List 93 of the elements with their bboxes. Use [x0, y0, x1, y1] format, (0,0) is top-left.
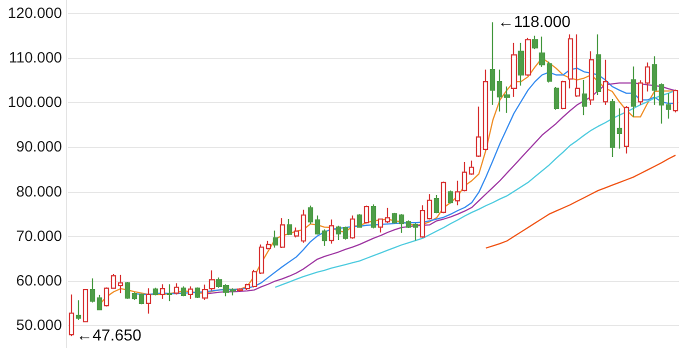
annotation: ←47.650	[76, 328, 142, 345]
y-tick-label: 80.000	[16, 183, 62, 200]
line-series	[485, 154, 676, 249]
candlestick	[532, 35, 538, 50]
candlestick	[448, 190, 454, 204]
candlestick	[350, 214, 356, 240]
candlestick	[546, 60, 552, 84]
candlestick	[110, 273, 116, 290]
candlestick	[174, 282, 180, 296]
candlestick	[568, 34, 574, 89]
y-tick-label: 90.000	[16, 138, 62, 156]
candlestick	[244, 283, 250, 291]
candlestick	[420, 204, 426, 238]
candlestick	[490, 22, 496, 106]
candlestick	[482, 69, 488, 151]
candlestick	[82, 288, 88, 323]
candlestick	[166, 284, 172, 302]
candlestick	[412, 222, 418, 242]
candlestick	[652, 56, 658, 106]
candlestick	[308, 205, 314, 225]
candlestick	[152, 287, 158, 296]
candlestick	[454, 180, 460, 206]
candlestick	[392, 212, 398, 224]
candlestick	[160, 284, 166, 300]
candlestick	[300, 209, 306, 244]
candlestick	[364, 205, 370, 224]
candlestick	[624, 106, 630, 154]
candlestick	[138, 292, 144, 305]
candlestick	[286, 218, 292, 236]
candlestick	[554, 86, 560, 110]
candlestick	[314, 214, 320, 236]
candlestick	[132, 292, 138, 300]
candlestick	[370, 204, 376, 230]
candlestick	[518, 42, 524, 86]
candlestick	[104, 286, 110, 308]
candlestick	[574, 34, 580, 98]
candlestick	[266, 240, 272, 250]
y-tick-label: 120.000	[8, 4, 62, 22]
candlestick	[582, 79, 588, 116]
candlestick	[602, 59, 608, 106]
candlestick	[378, 218, 384, 234]
y-tick-label: 60.000	[16, 272, 62, 290]
candlestick	[328, 218, 334, 244]
candlestick	[610, 98, 616, 158]
candlestick	[672, 89, 678, 114]
candlestick	[462, 161, 468, 192]
candlestick	[476, 106, 482, 158]
candlestick	[90, 278, 96, 304]
y-tick-label: 50.000	[16, 317, 62, 334]
candlestick	[398, 214, 404, 234]
candlestick	[596, 34, 602, 96]
candlestick	[616, 108, 622, 150]
y-tick-label: 70.000	[16, 228, 62, 245]
annotation: ←118.000	[498, 14, 571, 31]
candlestick	[118, 274, 124, 294]
candlestick	[504, 86, 510, 114]
candlestick	[146, 288, 152, 314]
candlestick	[124, 281, 130, 300]
candlestick	[188, 286, 194, 300]
candlestick	[560, 80, 566, 110]
candlestick	[496, 69, 502, 112]
candlestick	[336, 225, 342, 241]
candlestick	[468, 160, 474, 176]
candlestick	[440, 180, 446, 214]
candlestick	[588, 50, 594, 106]
y-tick-label: 100.000	[8, 94, 62, 112]
candlestick	[252, 269, 258, 288]
candlestick	[384, 207, 390, 224]
candlestick	[280, 218, 286, 249]
candlestick	[180, 286, 186, 297]
candlestick	[236, 288, 244, 292]
candlestick	[638, 80, 644, 106]
candlestick	[658, 82, 664, 124]
candlestick	[76, 300, 82, 320]
candlestick	[538, 36, 546, 68]
candlestick	[96, 294, 102, 311]
candlestick	[510, 42, 518, 98]
candlestick	[342, 226, 348, 240]
candlestick	[322, 228, 328, 246]
candlestick	[666, 92, 672, 120]
candlestick	[258, 244, 264, 275]
candlestick	[406, 220, 412, 229]
candlestick	[644, 62, 650, 92]
candlestick	[356, 214, 362, 228]
candlestick	[294, 226, 300, 238]
candlestick	[524, 37, 532, 76]
candlestick	[434, 194, 440, 214]
y-tick-label: 110.000	[8, 50, 62, 66]
candlestick	[630, 66, 636, 118]
candlestick	[272, 230, 278, 248]
candlestick	[68, 294, 74, 337]
candlestick	[426, 193, 432, 220]
candlestick	[194, 286, 200, 299]
